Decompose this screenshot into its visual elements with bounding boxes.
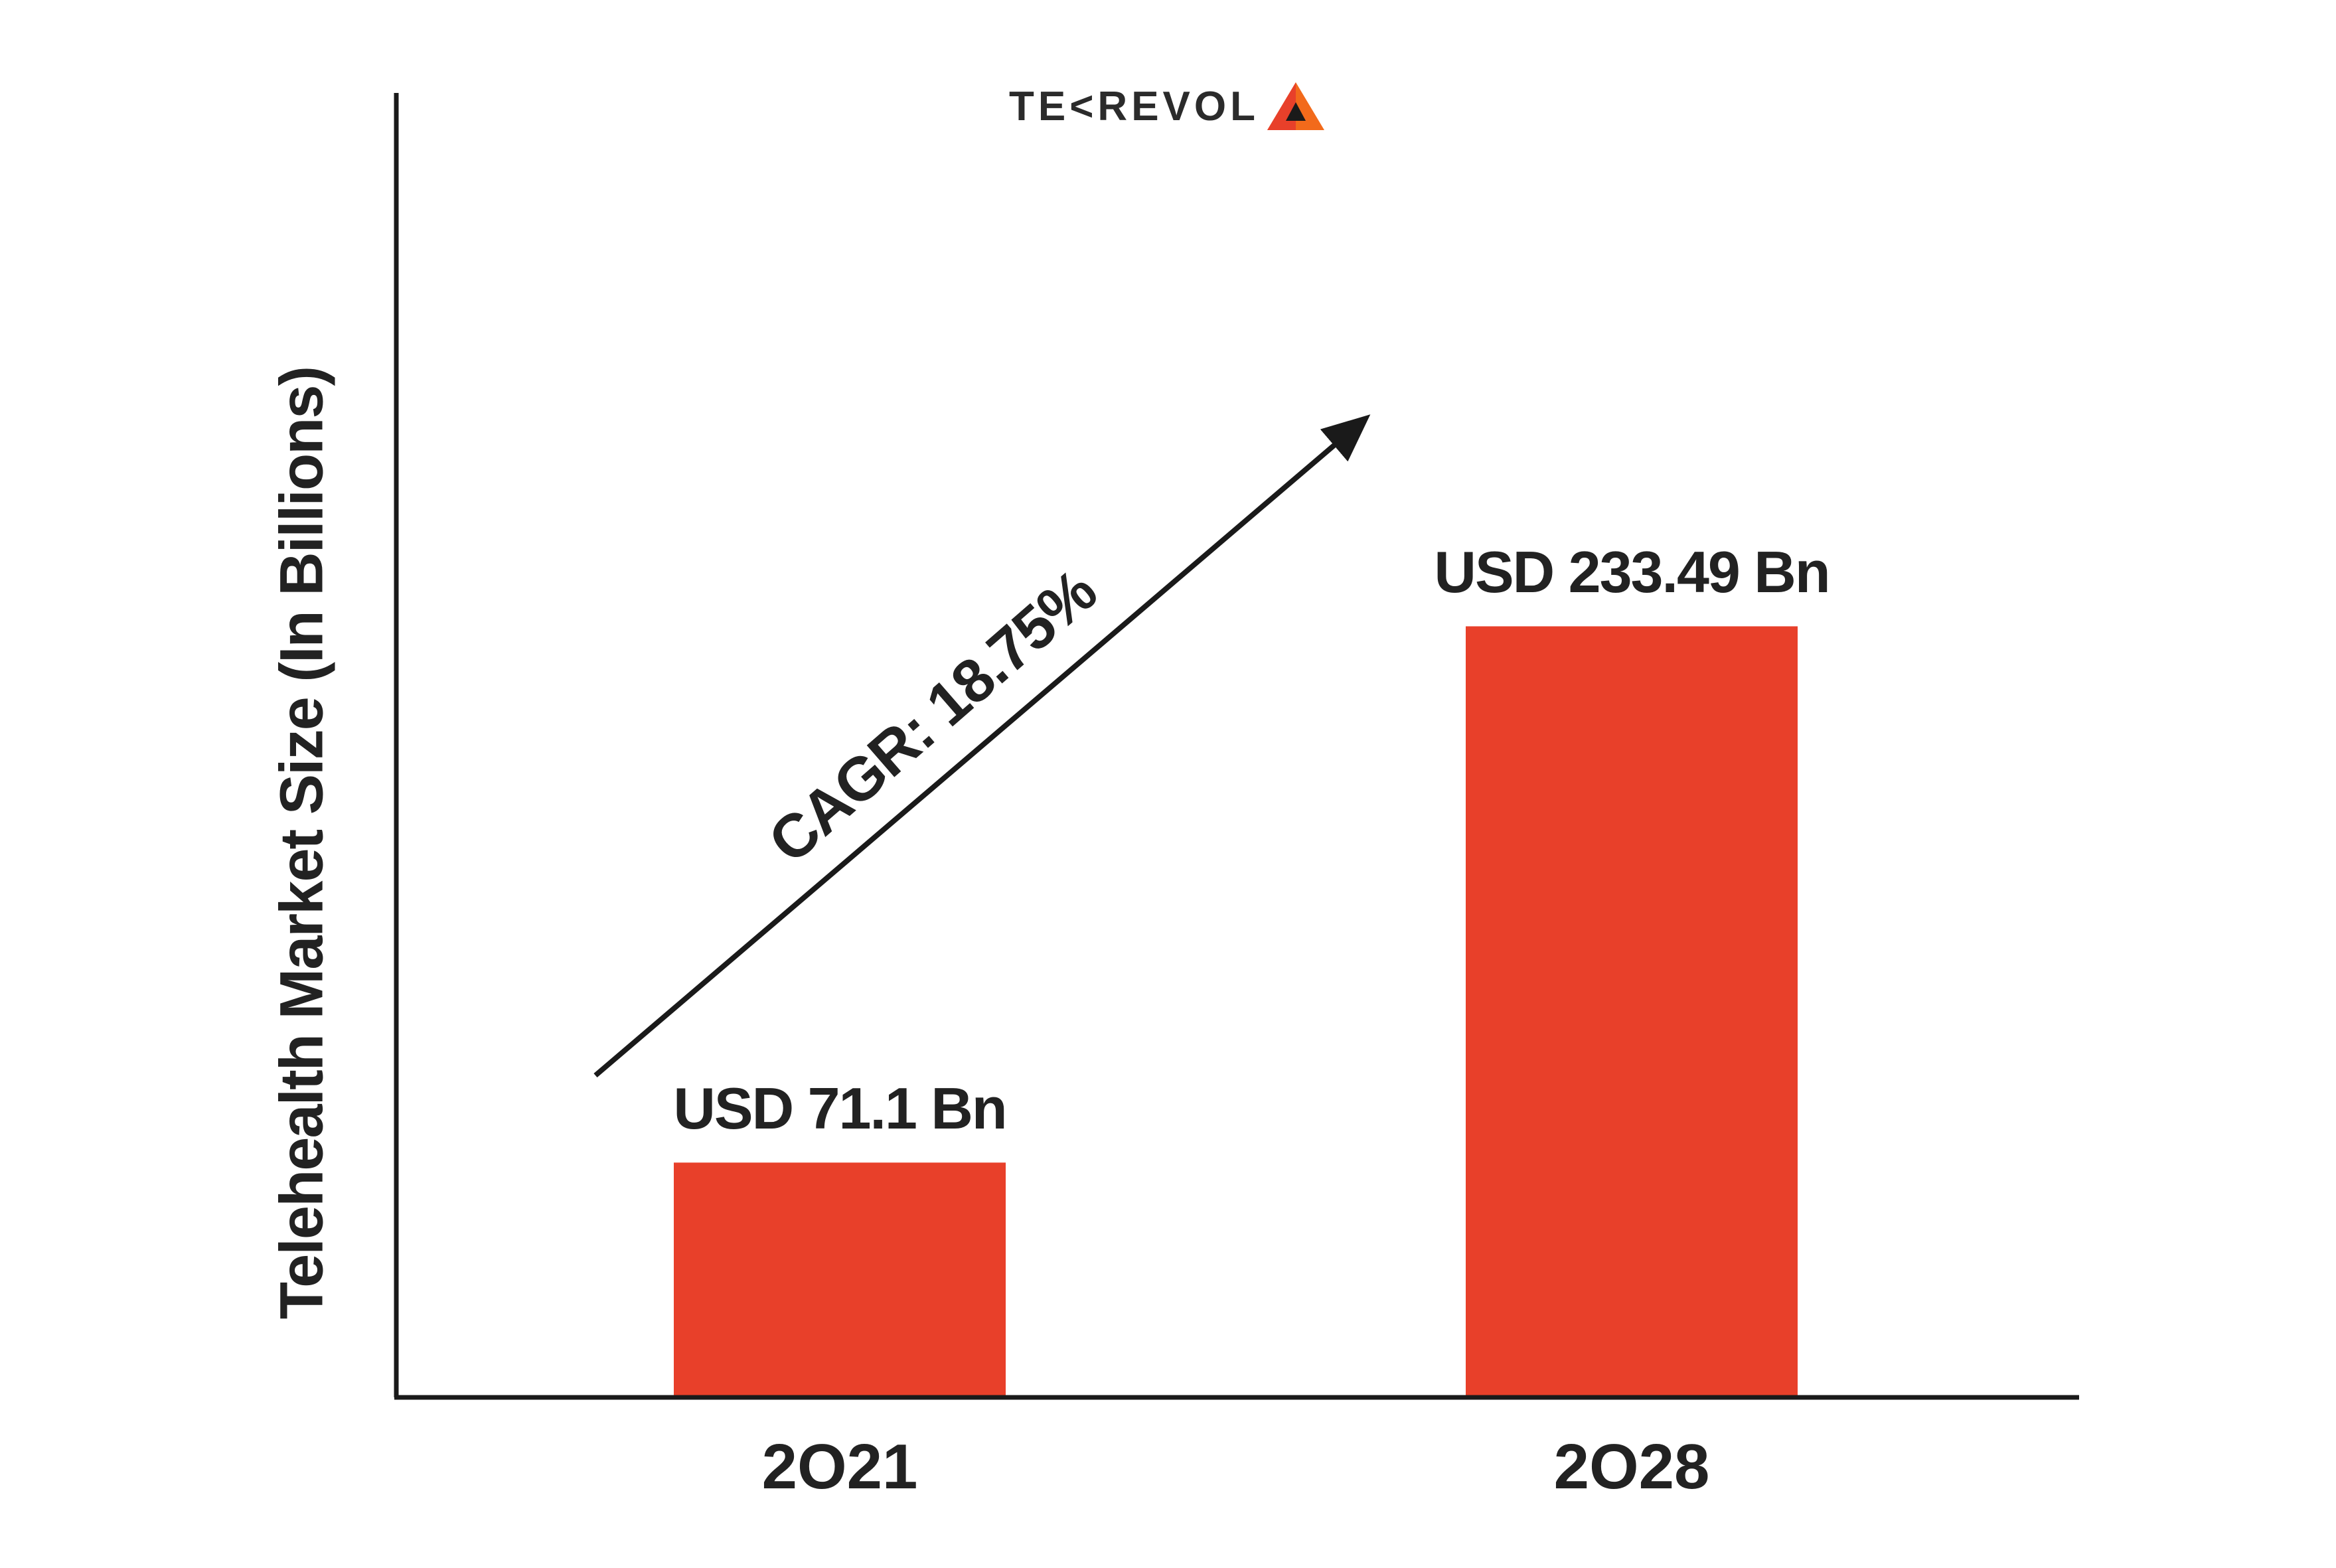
brand-logo: TE<REVOL	[1009, 80, 1326, 133]
y-axis-title: Telehealth Market Size (In Billions)	[268, 366, 336, 1320]
triangle-logo-icon	[1267, 82, 1325, 130]
x-tick-label-1: 2O28	[1553, 1431, 1710, 1502]
logo-text: TE<REVOL	[1009, 83, 1260, 129]
bars-layer	[674, 626, 1798, 1397]
x-tick-label-0: 2O21	[761, 1431, 918, 1502]
cagr-trend-arrow	[593, 414, 1371, 1078]
data-label-0: USD 71.1 Bn	[673, 1075, 1007, 1142]
bar-1	[1466, 626, 1798, 1397]
bar-0	[674, 1162, 1006, 1397]
data-label-1: USD 233.49 Bn	[1434, 539, 1830, 605]
